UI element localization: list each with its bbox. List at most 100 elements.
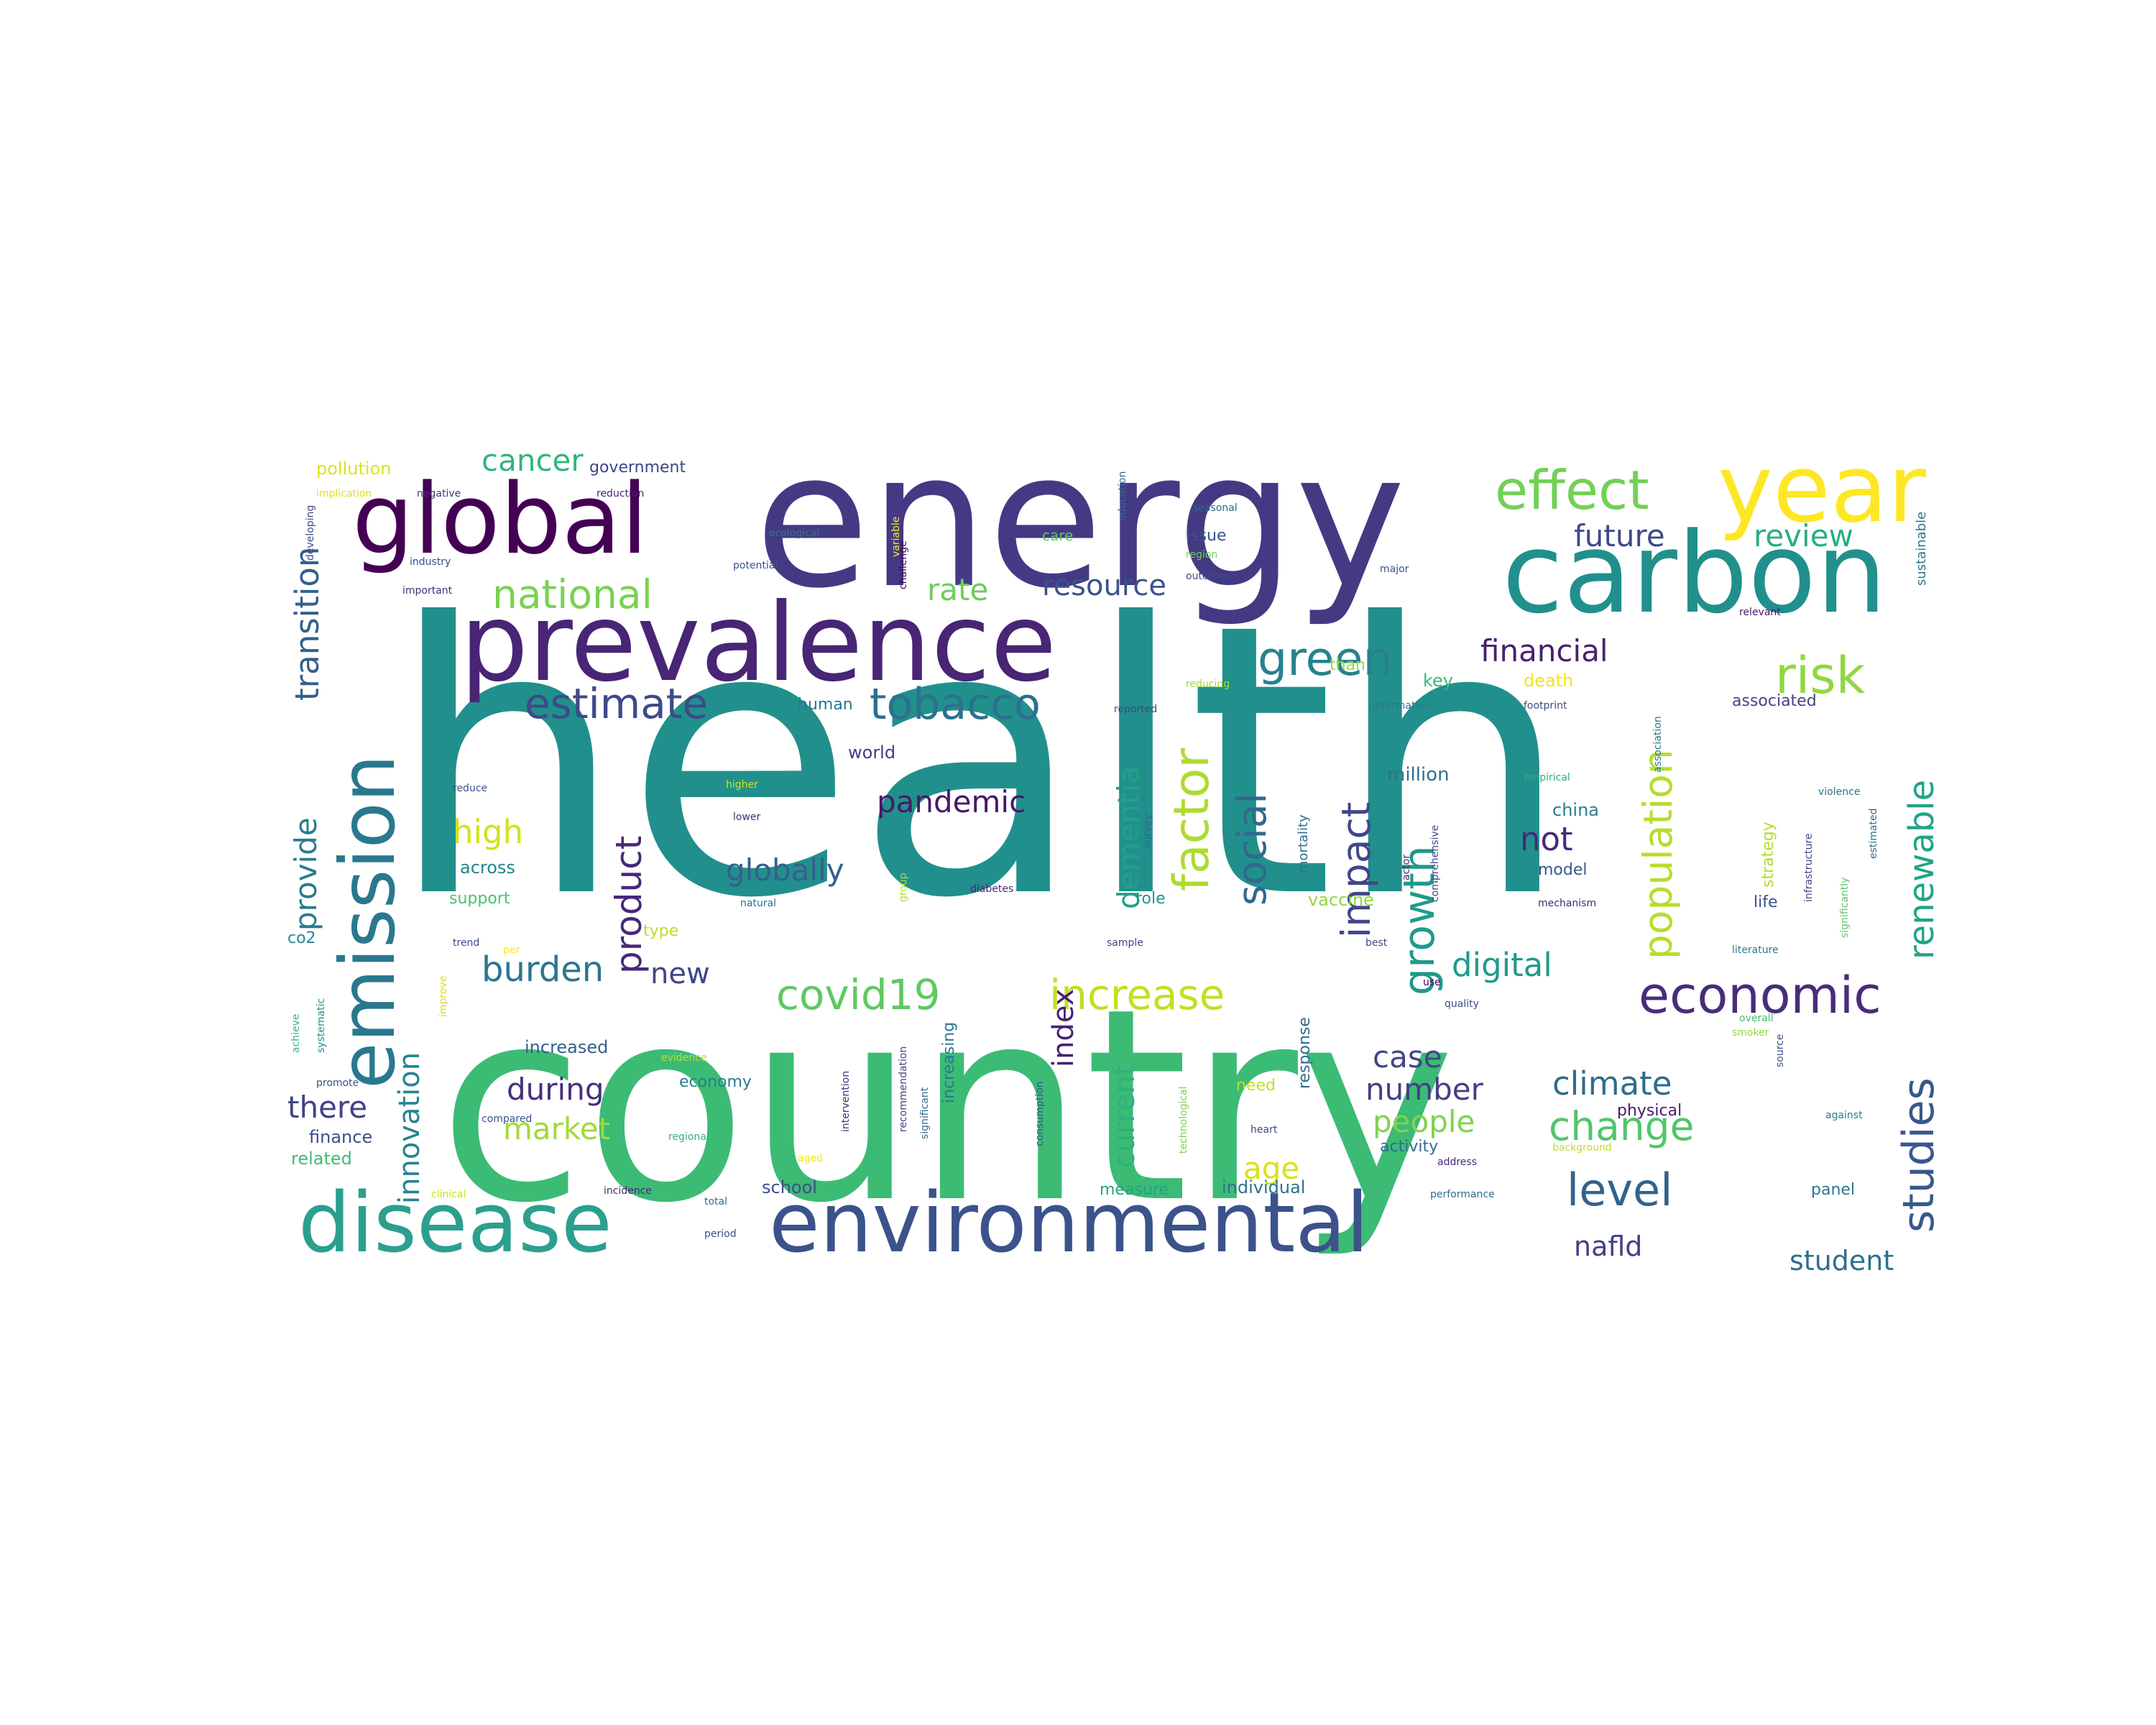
word-age: age [1243,1151,1300,1186]
word-address: address [1437,1156,1478,1168]
word-panel: panel [1811,1181,1856,1199]
word-sample: sample [1107,937,1143,949]
word-seasonal: seasonal [1193,502,1238,514]
word-during: during [507,1072,604,1107]
word-sustainable: sustainable [1914,511,1929,586]
word-dementia: dementia [1111,765,1146,909]
word-provide: provide [288,817,323,931]
word-there: there [287,1090,368,1125]
word-trend: trend [453,937,480,949]
word-potential: potential [733,560,778,571]
word-risk: risk [1775,646,1866,705]
word-care: care [1042,527,1074,544]
word-implication: implication [316,488,372,500]
word-reduce: reduce [453,783,488,794]
word-climate: climate [1552,1064,1672,1103]
word-prevalence: prevalence [460,581,1057,706]
word-use: use [1423,977,1441,988]
word-type: type [643,922,679,940]
word-information: information [1373,700,1431,712]
word-systematic: systematic [315,998,327,1053]
word-government: government [589,459,686,477]
word-improve: improve [438,975,449,1017]
word-intervention: intervention [840,1070,852,1132]
word-million: million [1387,764,1450,786]
word-estimated: estimated [1868,808,1879,860]
word-infrastructure: infrastructure [1803,833,1815,902]
word-industry: industry [410,556,451,568]
word-co2: co2 [287,929,316,947]
word-reduction: reduction [596,488,645,500]
word-total: total [704,1196,728,1208]
word-support: support [449,890,510,908]
word-increased: increased [525,1037,609,1057]
word-group: group [898,873,909,902]
word-significantly: significantly [1839,877,1851,938]
word-related: related [291,1149,352,1169]
word-aged: aged [798,1153,823,1164]
word-level: level [1567,1164,1673,1216]
word-technological: technological [1178,1086,1189,1154]
word-finance: finance [309,1127,373,1147]
word-cloud: health country energy prevalence carbon globa… [287,442,1940,1283]
word-outcome: outcome [1186,571,1230,582]
word-carbon: carbon [1502,508,1887,638]
word-transition: transition [288,546,326,701]
word-reported: reported [1114,704,1158,715]
word-covid19: covid19 [776,970,941,1019]
word-environmental: environmental [769,1175,1369,1271]
word-health: health [388,544,1572,980]
word-relevant: relevant [1739,607,1781,618]
word-china: china [1552,800,1599,820]
word-evidence: evidence [661,1052,707,1064]
word-achieve: achieve [290,1013,302,1053]
word-world: world [848,742,896,763]
word-increase: increase [1049,970,1225,1019]
word-activity: activity [1380,1138,1439,1156]
word-estimate: estimate [525,679,709,728]
word-recommendation: recommendation [898,1046,909,1132]
word-diabetes: diabetes [970,883,1014,895]
word-education: education [1117,471,1128,521]
word-social: social [1229,793,1275,906]
word-actor: actor [1401,854,1412,880]
word-than: than [1330,656,1365,674]
word-nafld: nafld [1574,1230,1643,1262]
word-smoker: smoker [1732,1027,1769,1039]
word-case: case [1373,1039,1442,1075]
word-associated: associated [1732,692,1817,710]
word-lower: lower [733,811,761,823]
word-high: high [453,813,524,851]
word-period: period [704,1228,737,1240]
word-review: review [1754,518,1853,553]
word-resource: resource [1042,569,1167,602]
word-population: population [1635,749,1681,960]
word-individual: individual [1222,1177,1306,1197]
word-economy: economy [679,1073,752,1091]
word-year: year [1718,442,1927,543]
word-compared: compared [482,1113,533,1125]
word-region: region [1186,549,1218,561]
word-negative: negative [417,488,461,500]
word-physical: physical [1617,1102,1682,1120]
word-strategy: strategy [1759,822,1777,888]
word-number: number [1365,1072,1483,1107]
word-human: human [798,696,853,714]
word-product: product [608,835,650,974]
word-higher: higher [726,779,758,791]
word-overall: overall [1739,1013,1774,1024]
word-heart: heart [1250,1124,1278,1136]
word-survey: survey [1142,814,1153,848]
word-violence: violence [1818,786,1861,798]
word-per: per [503,944,520,956]
word-school: school [762,1177,817,1197]
word-cancer: cancer [482,443,584,478]
word-economic: economic [1639,966,1881,1025]
word-quality: quality [1445,998,1479,1010]
word-studies: studies [1894,1077,1940,1233]
word-issue: issue [1186,527,1227,545]
word-need: need [1236,1077,1276,1095]
word-clinical: clinical [431,1189,466,1200]
word-digital: digital [1452,946,1552,984]
word-natural: natural [740,898,777,909]
